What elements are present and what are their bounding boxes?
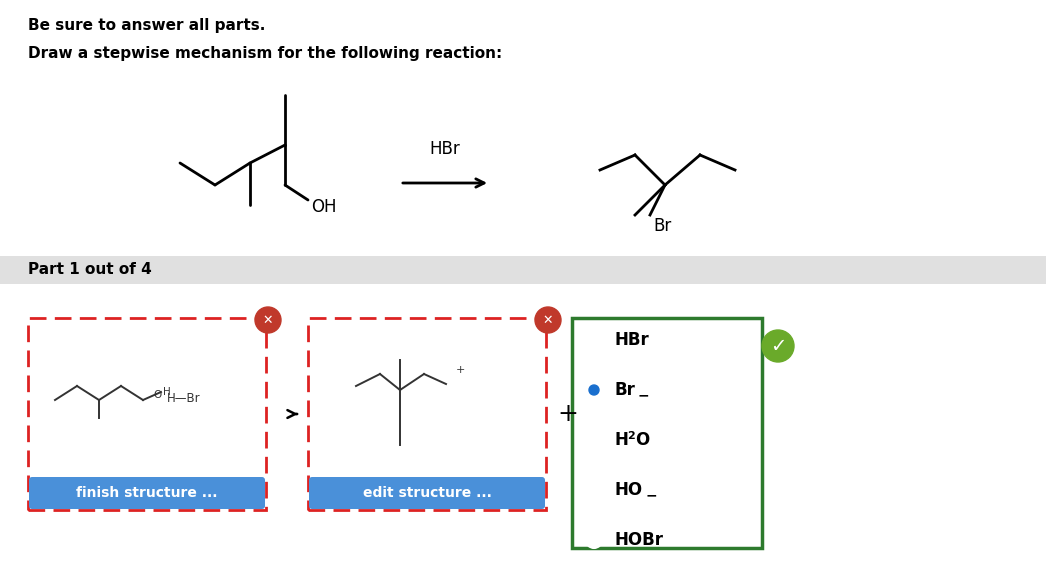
Text: HBr: HBr [430, 140, 460, 158]
Bar [28, 318, 266, 510]
Text: ✓: ✓ [770, 336, 787, 356]
Circle shape [255, 307, 281, 333]
FancyBboxPatch shape [309, 477, 545, 509]
Text: OH: OH [311, 198, 337, 216]
FancyBboxPatch shape [29, 477, 265, 509]
Text: edit structure ...: edit structure ... [363, 486, 492, 500]
Circle shape [586, 532, 602, 548]
Text: HBr: HBr [614, 331, 649, 349]
Text: O: O [153, 390, 161, 400]
Bar [572, 318, 761, 548]
Text: Draw a stepwise mechanism for the following reaction:: Draw a stepwise mechanism for the follow… [28, 46, 502, 61]
Text: +: + [558, 402, 578, 426]
Text: Part 1 out of 4: Part 1 out of 4 [28, 263, 152, 278]
Text: Br: Br [653, 217, 672, 235]
Circle shape [535, 307, 561, 333]
Circle shape [586, 382, 602, 398]
Text: −: − [638, 388, 650, 402]
Circle shape [586, 482, 602, 498]
Bar [0, 256, 1046, 284]
Circle shape [586, 432, 602, 448]
Text: finish structure ...: finish structure ... [76, 486, 218, 500]
Text: O: O [635, 431, 650, 449]
Text: H: H [614, 431, 628, 449]
Bar [308, 318, 546, 510]
Text: Be sure to answer all parts.: Be sure to answer all parts. [28, 18, 266, 33]
Text: Br: Br [614, 381, 635, 399]
Text: −: − [646, 488, 658, 502]
Circle shape [761, 330, 794, 362]
Text: ✕: ✕ [263, 314, 273, 327]
Text: HO: HO [614, 481, 642, 499]
Text: ✕: ✕ [543, 314, 553, 327]
Text: H: H [163, 387, 170, 397]
Circle shape [586, 332, 602, 348]
Text: +: + [455, 365, 464, 375]
Circle shape [452, 362, 468, 378]
Text: 2: 2 [627, 431, 635, 441]
Text: HOBr: HOBr [614, 531, 663, 549]
Circle shape [589, 385, 599, 395]
Text: H—Br: H—Br [167, 392, 201, 405]
